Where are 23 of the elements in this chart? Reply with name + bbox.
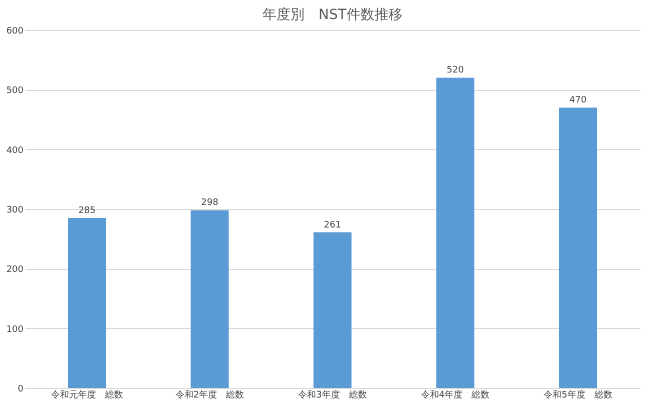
data-label: 261 <box>324 220 342 230</box>
bar <box>558 108 598 388</box>
y-tick-label: 100 <box>6 324 24 335</box>
x-tick-label: 令和3年度 総数 <box>298 390 367 400</box>
x-tick-label: 令和2年度 総数 <box>175 390 244 400</box>
data-label: 520 <box>446 66 464 76</box>
bar <box>190 210 229 388</box>
bar <box>68 218 106 388</box>
y-tick-label: 500 <box>6 86 24 96</box>
y-tick-label: 300 <box>6 206 24 216</box>
chart-title: 年度別 NST件数推移 <box>262 7 402 23</box>
y-tick-label: 600 <box>6 26 24 36</box>
data-label: 470 <box>569 96 587 106</box>
data-label: 298 <box>201 198 219 208</box>
y-tick-label: 0 <box>18 384 24 394</box>
bar <box>313 232 352 388</box>
x-tick-label: 令和元年度 総数 <box>50 390 123 400</box>
data-label: 285 <box>78 206 96 216</box>
y-tick-label: 400 <box>6 146 24 156</box>
x-tick-label: 令和5年度 総数 <box>544 390 612 400</box>
y-tick-label: 200 <box>6 265 24 276</box>
x-tick-label: 令和4年度 総数 <box>420 390 490 400</box>
bar <box>436 78 474 388</box>
